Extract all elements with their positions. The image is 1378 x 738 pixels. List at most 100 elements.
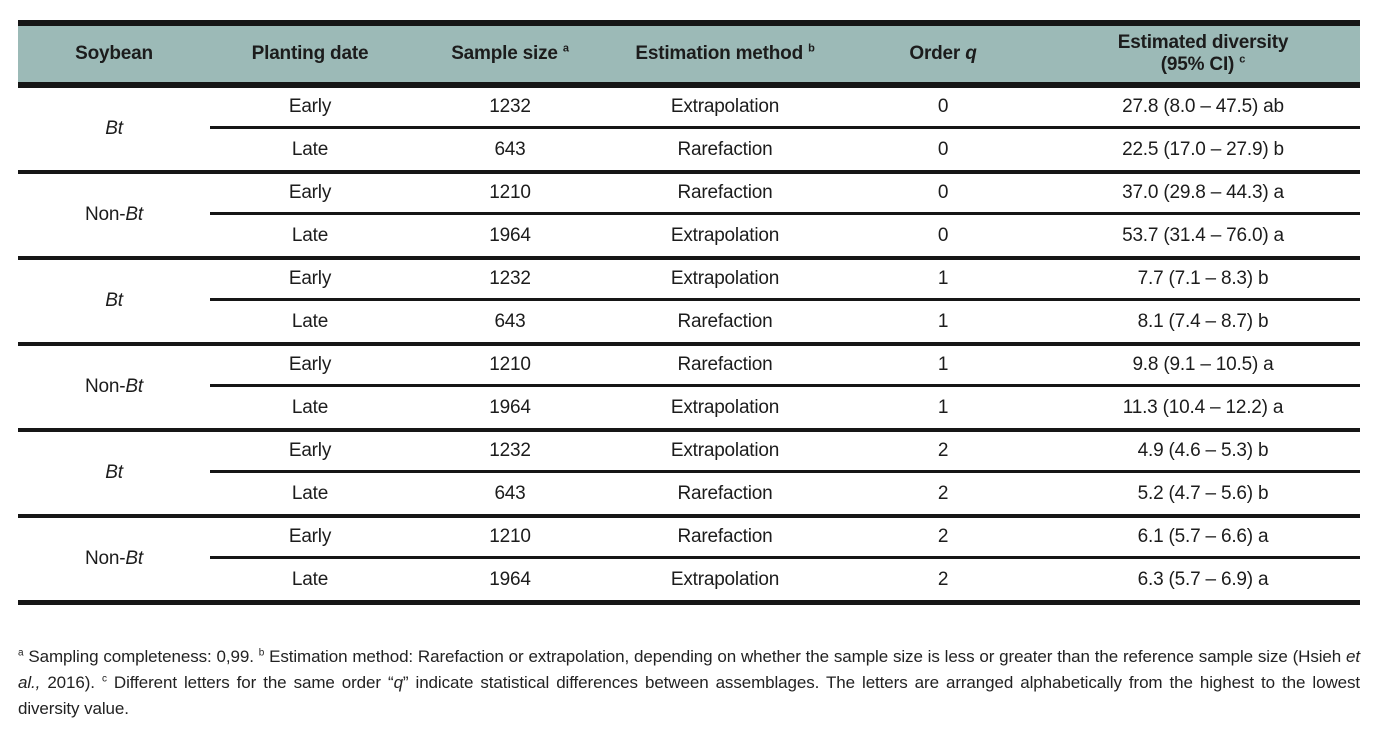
cell-planting-date: Late — [291, 568, 329, 590]
table-group-bt-q1: Bt Early 1232 Extrapolation 1 7.7 (7.1 –… — [18, 260, 1360, 346]
table-row: Early 1210 Rarefaction 1 9.8 (9.1 – 10.5… — [210, 346, 1360, 387]
col-header-diversity-line1: Estimated diversity — [1117, 32, 1289, 53]
soybean-cell: Bt — [18, 88, 210, 170]
cell-estimation-method: Rarefaction — [677, 138, 773, 160]
soybean-cell: Non- Bt — [18, 346, 210, 428]
cell-estimation-method: Extrapolation — [670, 396, 780, 418]
col-header-order-q: Order q — [840, 39, 1046, 69]
table-row: Early 1210 Rarefaction 0 37.0 (29.8 – 44… — [210, 174, 1360, 215]
soybean-name: Bt — [105, 462, 123, 483]
cell-estimated-diversity: 53.7 (31.4 – 76.0) a — [1122, 224, 1284, 246]
cell-estimation-method: Extrapolation — [670, 96, 780, 117]
cell-order-q: 2 — [937, 526, 949, 547]
soybean-name: Bt — [105, 118, 123, 139]
cell-sample-size: 1964 — [489, 224, 531, 246]
soybean-name: Bt — [105, 290, 123, 311]
cell-order-q: 0 — [937, 224, 949, 246]
table-group-nonbt-q1: Non- Bt Early 1210 Rarefaction 1 9.8 (9.1… — [18, 346, 1360, 432]
footnote-text-a: Sampling completeness: 0,99. — [28, 647, 254, 666]
footnote-marker-b: b — [808, 42, 815, 55]
cell-estimated-diversity: 7.7 (7.1 – 8.3) b — [1137, 268, 1269, 289]
col-header-soybean-label: Soybean — [75, 43, 153, 64]
cell-planting-date: Late — [291, 224, 329, 246]
cell-planting-date: Early — [288, 182, 332, 203]
cell-estimated-diversity: 6.3 (5.7 – 6.9) a — [1137, 568, 1269, 590]
cell-estimated-diversity: 11.3 (10.4 – 12.2) a — [1122, 396, 1284, 418]
col-header-planting-label: Planting date — [251, 43, 369, 64]
footnote-etal: et al., — [18, 647, 1360, 692]
cell-order-q: 1 — [937, 354, 949, 375]
table-row: Early 1232 Extrapolation 2 4.9 (4.6 – 5.… — [210, 432, 1360, 473]
footnote-text-b2: 2016). — [40, 673, 95, 692]
footnote-marker-b: b — [258, 647, 265, 659]
col-header-order-q-symbol: q — [965, 43, 977, 64]
cell-estimated-diversity: 22.5 (17.0 – 27.9) b — [1122, 138, 1284, 160]
cell-order-q: 2 — [937, 568, 949, 590]
footnote-marker-a: a — [562, 42, 569, 55]
table-row: Late 1964 Extrapolation 1 11.3 (10.4 – 1… — [210, 387, 1360, 428]
cell-sample-size: 1210 — [489, 526, 531, 547]
footnote-text-c2: ” indicate statistical differences betwe… — [18, 673, 1361, 718]
cell-sample-size: 1964 — [489, 568, 531, 590]
soybean-name: Bt — [125, 376, 143, 397]
soybean-cell: Bt — [18, 260, 210, 342]
table-row: Late 643 Rarefaction 2 5.2 (4.7 – 5.6) b — [210, 473, 1360, 514]
cell-planting-date: Early — [288, 526, 332, 547]
table-row: Late 643 Rarefaction 1 8.1 (7.4 – 8.7) b — [210, 301, 1360, 342]
cell-order-q: 1 — [937, 396, 949, 418]
col-header-planting-date: Planting date — [210, 39, 410, 69]
cell-planting-date: Late — [291, 310, 329, 332]
table-group-bt-q2: Bt Early 1232 Extrapolation 2 4.9 (4.6 –… — [18, 432, 1360, 518]
cell-estimation-method: Rarefaction — [677, 354, 773, 375]
cell-sample-size: 1964 — [489, 396, 531, 418]
cell-estimation-method: Rarefaction — [677, 482, 773, 504]
table-row: Early 1232 Extrapolation 0 27.8 (8.0 – 4… — [210, 88, 1360, 129]
soybean-prefix: Non- — [85, 548, 126, 569]
col-header-estimated-diversity: Estimated diversity (95% CI) c — [1046, 28, 1360, 80]
cell-planting-date: Late — [291, 396, 329, 418]
cell-estimated-diversity: 9.8 (9.1 – 10.5) a — [1132, 354, 1274, 375]
soybean-cell: Bt — [18, 432, 210, 514]
cell-order-q: 2 — [937, 440, 949, 461]
col-header-method-label: Estimation method — [635, 43, 803, 64]
cell-estimation-method: Rarefaction — [677, 182, 773, 203]
soybean-name: Bt — [125, 548, 143, 569]
cell-sample-size: 643 — [494, 138, 526, 160]
cell-order-q: 0 — [937, 96, 949, 117]
table-row: Early 1232 Extrapolation 1 7.7 (7.1 – 8.… — [210, 260, 1360, 301]
soybean-cell: Non- Bt — [18, 174, 210, 256]
cell-estimation-method: Extrapolation — [670, 440, 780, 461]
soybean-prefix: Non- — [85, 376, 126, 397]
cell-estimation-method: Rarefaction — [677, 310, 773, 332]
cell-estimation-method: Extrapolation — [670, 568, 780, 590]
cell-order-q: 0 — [937, 138, 949, 160]
footnote-marker-c: c — [101, 673, 107, 685]
col-header-sample-size: Sample size a — [410, 39, 610, 69]
table-row: Late 643 Rarefaction 0 22.5 (17.0 – 27.9… — [210, 129, 1360, 170]
cell-planting-date: Early — [288, 354, 332, 375]
table-group-nonbt-q0: Non- Bt Early 1210 Rarefaction 0 37.0 (29… — [18, 174, 1360, 260]
cell-planting-date: Late — [291, 138, 329, 160]
col-header-diversity-line2: (95% CI) — [1160, 54, 1235, 75]
cell-sample-size: 1232 — [489, 96, 531, 117]
footnote-marker-a: a — [18, 647, 24, 659]
cell-sample-size: 1232 — [489, 268, 531, 289]
soybean-cell: Non- Bt — [18, 518, 210, 600]
footnote-marker-c: c — [1239, 53, 1246, 66]
cell-sample-size: 1210 — [489, 354, 531, 375]
cell-planting-date: Late — [291, 482, 329, 504]
footnote-text-c: Different letters for the same order “ — [113, 673, 394, 692]
cell-estimated-diversity: 6.1 (5.7 – 6.6) a — [1137, 526, 1269, 547]
soybean-prefix: Non- — [85, 204, 126, 225]
cell-estimated-diversity: 5.2 (4.7 – 5.6) b — [1137, 482, 1269, 504]
cell-planting-date: Early — [288, 440, 332, 461]
footnote-text-b: Estimation method: Rarefaction or extrap… — [269, 647, 1347, 666]
footnote-q-symbol: q — [393, 673, 403, 692]
cell-sample-size: 1232 — [489, 440, 531, 461]
cell-sample-size: 643 — [494, 482, 526, 504]
table-header-row: Soybean Planting date Sample size a Esti… — [18, 26, 1360, 88]
table-row: Early 1210 Rarefaction 2 6.1 (5.7 – 6.6)… — [210, 518, 1360, 559]
cell-estimation-method: Extrapolation — [670, 224, 780, 246]
diversity-table: Soybean Planting date Sample size a Esti… — [18, 20, 1360, 605]
